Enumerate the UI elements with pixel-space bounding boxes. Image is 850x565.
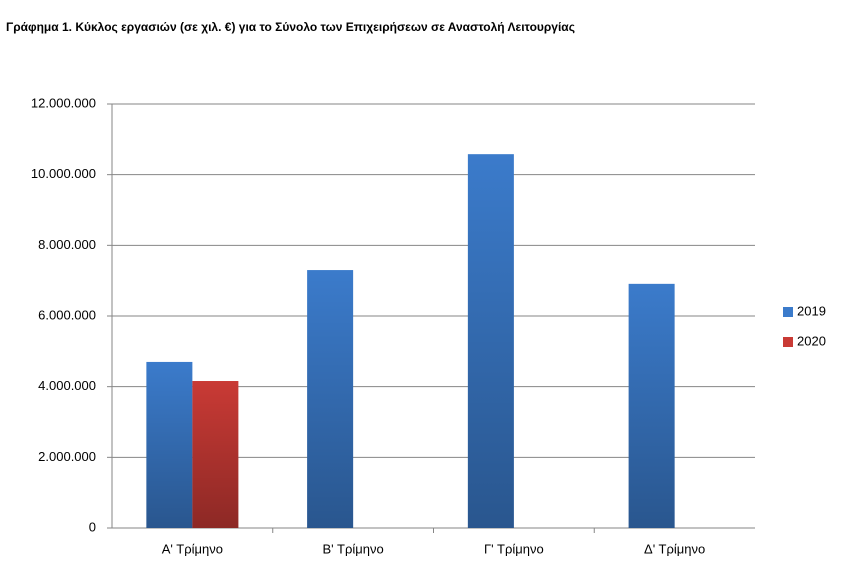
legend-swatch bbox=[783, 337, 793, 347]
y-tick-label: 2.000.000 bbox=[38, 449, 96, 464]
y-tick-label: 10.000.000 bbox=[31, 166, 96, 181]
legend-label: 2019 bbox=[797, 303, 826, 318]
y-tick-label: 12.000.000 bbox=[31, 95, 96, 110]
bar-shade bbox=[628, 283, 675, 528]
y-tick-label: 8.000.000 bbox=[38, 237, 96, 252]
bar-shade bbox=[307, 270, 354, 528]
legend-label: 2020 bbox=[797, 333, 826, 348]
bar-shade bbox=[192, 381, 239, 528]
legend-swatch bbox=[783, 307, 793, 317]
x-tick-label: Δ' Τρίμηνο bbox=[644, 541, 705, 556]
chart-title: Γράφημα 1. Κύκλος εργασιών (σε χιλ. €) γ… bbox=[6, 20, 575, 34]
y-tick-label: 6.000.000 bbox=[38, 307, 96, 322]
bar-shade bbox=[146, 361, 193, 528]
y-tick-label: 4.000.000 bbox=[38, 378, 96, 393]
y-tick-label: 0 bbox=[89, 519, 96, 534]
x-tick-label: Β' Τρίμηνο bbox=[323, 541, 384, 556]
x-tick-label: Α' Τρίμηνο bbox=[162, 541, 223, 556]
x-tick-label: Γ' Τρίμηνο bbox=[484, 541, 544, 556]
bar-shade bbox=[467, 154, 514, 528]
